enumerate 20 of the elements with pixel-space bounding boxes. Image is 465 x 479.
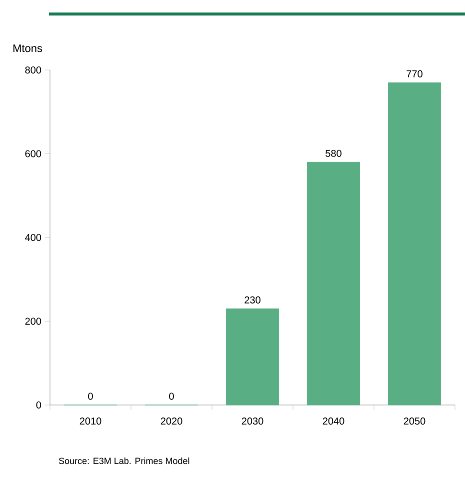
data-label: 0 [88, 392, 93, 400]
x-tick-label: 2020 [160, 418, 182, 425]
data-label: 770 [406, 70, 422, 78]
x-tick-label: 2010 [80, 418, 102, 425]
data-label: 580 [326, 150, 342, 157]
y-tick-label: 200 [25, 318, 42, 325]
bar [306, 162, 360, 406]
y-axis-title: Mtons [13, 44, 42, 52]
y-tick-label: 600 [25, 150, 42, 158]
bar [388, 82, 442, 406]
x-tick-label: 2030 [242, 418, 264, 425]
y-tick-label: 0 [36, 401, 42, 409]
source-note: Source: E3M Lab. Primes Model [58, 457, 190, 464]
bar [226, 308, 280, 406]
y-tick-label: 400 [25, 234, 42, 242]
x-tick-label: 2040 [322, 418, 344, 425]
data-label: 0 [169, 392, 174, 400]
data-label: 230 [244, 296, 260, 304]
x-tick-label: 2050 [404, 418, 426, 425]
y-tick-label: 800 [25, 66, 42, 74]
